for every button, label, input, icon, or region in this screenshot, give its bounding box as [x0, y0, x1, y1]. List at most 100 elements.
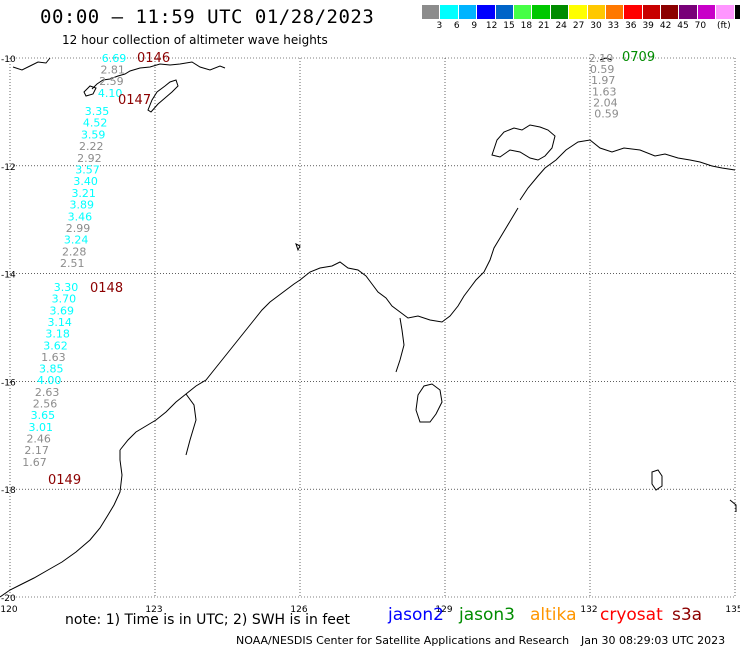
- legend-label: 33: [607, 21, 620, 31]
- coastline-tanimbar-north: [599, 57, 613, 61]
- wave-height-value: 4.00: [37, 374, 62, 387]
- coastline-kimberley-inlet: [185, 393, 197, 456]
- wave-height-value: 3.40: [73, 175, 98, 188]
- wave-height-value: 2.17: [24, 444, 49, 457]
- satellite-name: s3a: [672, 605, 703, 625]
- wave-height-value: 2.56: [33, 398, 58, 411]
- legend-label: 3: [436, 21, 443, 31]
- legend-swatch: [477, 5, 496, 19]
- wave-height-value: 3.59: [81, 128, 106, 141]
- credit-line: NOAA/NESDIS Center for Satellite Applica…: [236, 634, 570, 647]
- legend-swatch: [513, 5, 533, 19]
- coastline-kimberley: [119, 279, 301, 451]
- lon-label: 126: [290, 605, 307, 615]
- wave-height-value: 3.14: [47, 316, 72, 329]
- pass-time-label: 0149: [48, 473, 81, 488]
- wave-height-value: 0.59: [590, 63, 615, 76]
- legend-swatch: [734, 5, 740, 19]
- pass-time-label: 0146: [137, 51, 170, 66]
- coastline-timor: [147, 79, 179, 113]
- wave-height-value: 3.65: [31, 409, 56, 422]
- wave-height-value: 3.89: [70, 199, 95, 212]
- legend-swatch: [605, 5, 625, 19]
- wave-height-value: 3.21: [71, 187, 96, 200]
- legend-swatch: [587, 5, 606, 19]
- legend-swatch: [495, 5, 514, 19]
- satellite-name: altika: [530, 605, 577, 625]
- wave-height-value: 3.69: [50, 304, 75, 317]
- wave-height-value: 3.24: [64, 234, 89, 247]
- wave-height-value: 0.59: [594, 108, 619, 121]
- legend-label: 21: [538, 21, 550, 31]
- wave-height-value: 2.51: [60, 257, 85, 270]
- legend-label: 70: [694, 21, 707, 31]
- footer-note: note: 1) Time is in UTC; 2) SWH is in fe…: [65, 612, 351, 628]
- legend-swatch: [679, 5, 698, 19]
- legend-swatch: [532, 5, 551, 19]
- legend-label: 45: [677, 21, 689, 31]
- color-scale-legend: [422, 5, 740, 19]
- coastline-flores-timor-north: [91, 61, 226, 90]
- legend-label: 9: [471, 21, 478, 31]
- legend-label: 12: [485, 21, 498, 31]
- lat-label: -10: [1, 55, 16, 65]
- wave-height-value: 2.10: [589, 52, 614, 65]
- wave-height-value: 1.63: [41, 351, 66, 364]
- coastline-top-end: [299, 207, 519, 323]
- wave-height-value: 3.62: [43, 339, 68, 352]
- wave-height-value: 1.97: [591, 74, 616, 87]
- wave-height-value: 2.59: [99, 75, 124, 88]
- coastline-west-coast: [0, 450, 123, 598]
- pass-time-label: 0147: [118, 93, 151, 108]
- wave-height-value: 4.52: [83, 117, 108, 130]
- lat-label: -14: [1, 271, 16, 281]
- wave-height-value: 3.18: [45, 328, 70, 341]
- legend-swatch: [569, 5, 588, 19]
- lon-label: 123: [145, 605, 162, 615]
- lat-label: -16: [1, 378, 16, 388]
- coastline-melville: [491, 124, 556, 161]
- wave-height-value: 3.30: [54, 281, 79, 294]
- pass-time-label: 0709: [622, 50, 655, 65]
- legend-label: 27: [572, 21, 585, 31]
- coastline-gulf-east: [729, 499, 737, 512]
- wave-height-value: 1.67: [22, 456, 47, 469]
- lon-label: 120: [0, 605, 17, 615]
- color-scale-labels: 3 6 9 12 15 18 21 24 27 30 33 36 39 42 45 70 (ft): [422, 21, 740, 33]
- lat-label: -12: [1, 163, 16, 173]
- coastline-groote: [651, 469, 663, 491]
- pass-time-label: 0148: [90, 281, 123, 296]
- legend-swatch: [642, 5, 662, 19]
- map-subtitle: 12 hour collection of altimeter wave hei…: [62, 33, 328, 47]
- wave-height-value: 3.46: [68, 210, 93, 223]
- legend-swatch: [697, 5, 717, 19]
- wave-height-value: 3.01: [29, 421, 54, 434]
- legend-label: 24: [555, 21, 567, 31]
- legend-swatch: [716, 5, 735, 19]
- legend-swatch: [624, 5, 643, 19]
- legend-label: 36: [625, 21, 637, 31]
- legend-swatch: [458, 5, 478, 19]
- wave-height-value: 2.22: [79, 140, 104, 153]
- coastline-joseph-bonaparte: [395, 317, 405, 373]
- lat-label: -18: [1, 486, 16, 496]
- coastline-shoal: [295, 243, 301, 252]
- wave-height-value: 2.04: [593, 96, 618, 109]
- lon-label: 132: [580, 605, 597, 615]
- coastline-arnhem: [519, 139, 736, 201]
- coastline-sumba-west: [12, 57, 51, 71]
- lon-label: 129: [435, 605, 452, 615]
- legend-label: 18: [520, 21, 533, 31]
- wave-height-value: 2.63: [35, 386, 60, 399]
- coastline: [0, 57, 737, 598]
- wave-height-value: 6.69: [102, 52, 127, 65]
- coastline-bathurst: [415, 383, 443, 423]
- legend-label: (ft): [717, 21, 731, 31]
- legend-label: 39: [642, 21, 654, 31]
- map-title: 00:00 – 11:59 UTC 01/28/2023: [40, 6, 375, 28]
- wave-height-value: 3.57: [75, 164, 100, 177]
- wave-height-value: 4.10: [98, 87, 123, 100]
